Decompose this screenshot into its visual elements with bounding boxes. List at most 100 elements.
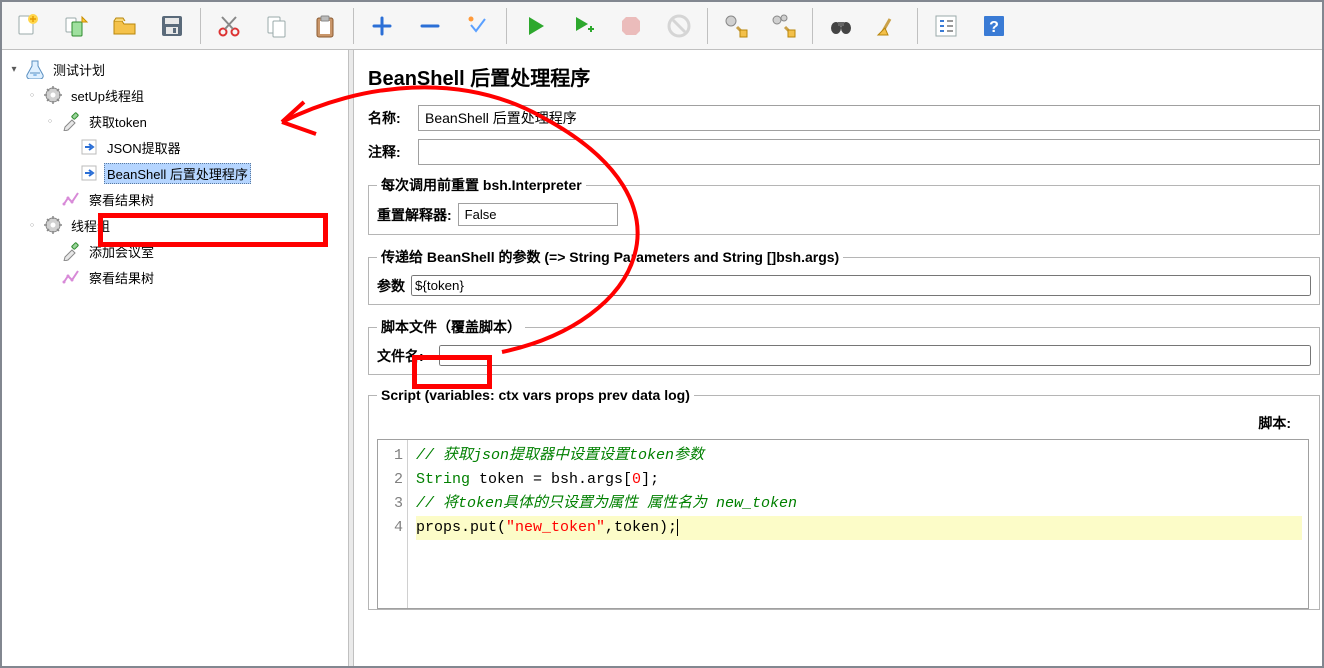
code-line[interactable]: // 将token具体的只设置为属性 属性名为 new_token <box>416 492 1302 516</box>
toolbar-separator <box>917 8 918 44</box>
editor-gutter: 1234 <box>378 440 408 608</box>
tree-toggle[interactable] <box>8 63 20 75</box>
editor-panel: BeanShell 后置处理程序 名称: 注释: 每次调用前重置 bsh.Int… <box>354 50 1322 666</box>
templates-icon <box>63 13 89 39</box>
gutter-line: 2 <box>378 468 403 492</box>
reset-interpreter-select[interactable]: False <box>458 203 618 226</box>
copy-icon <box>264 13 290 39</box>
toolbar-reset-search-button[interactable] <box>867 4 911 48</box>
tree-node-json-extractor[interactable]: JSON提取器 <box>60 134 348 160</box>
chart-icon <box>60 188 82 210</box>
comment-label: 注释: <box>368 142 418 162</box>
test-plan-tree[interactable]: 测试计划 setUp线程组 <box>2 56 348 290</box>
params-label: 参数 <box>377 276 405 296</box>
clipboard-icon <box>312 13 338 39</box>
play-plus-icon <box>570 13 596 39</box>
tree-node-setup-thread-group[interactable]: setUp线程组 <box>24 82 348 108</box>
comment-input[interactable] <box>418 139 1320 165</box>
chart-icon <box>60 266 82 288</box>
tree-panel: 测试计划 setUp线程组 <box>2 50 348 666</box>
script-file-input[interactable] <box>439 345 1311 366</box>
folder-open-icon <box>111 13 137 39</box>
toolbar-copy-button[interactable] <box>255 4 299 48</box>
reset-interpreter-fieldset: 每次调用前重置 bsh.Interpreter 重置解释器: False <box>368 175 1320 235</box>
toolbar-toggle-button[interactable] <box>456 4 500 48</box>
parameters-input[interactable] <box>411 275 1311 296</box>
code-line[interactable]: // 获取json提取器中设置设置token参数 <box>416 444 1302 468</box>
toolbar-help-button[interactable]: ? <box>972 4 1016 48</box>
toggle-icon <box>465 13 491 39</box>
toolbar-clear-all-button[interactable] <box>762 4 806 48</box>
toolbar-stop-button[interactable] <box>609 4 653 48</box>
code-line[interactable]: String token = bsh.args[0]; <box>416 468 1302 492</box>
tree-node-thread-group[interactable]: 线程组 <box>24 212 348 238</box>
arrow-doc-icon <box>78 136 100 158</box>
tree-node-view-results-2[interactable]: 察看结果树 <box>42 264 348 290</box>
arrow-doc-icon <box>78 162 100 184</box>
toolbar-templates-button[interactable] <box>54 4 98 48</box>
tree-node-test-plan[interactable]: 测试计划 <box>6 56 348 82</box>
toolbar-cut-button[interactable] <box>207 4 251 48</box>
app-window: ? 测试计划 <box>0 0 1324 668</box>
toolbar-separator <box>812 8 813 44</box>
toolbar-separator <box>353 8 354 44</box>
broom-gear-icon <box>723 13 749 39</box>
beaker-icon <box>24 58 46 80</box>
name-row: 名称: <box>368 105 1322 131</box>
list-icon <box>933 13 959 39</box>
tree-toggle[interactable] <box>44 115 56 127</box>
minus-icon <box>417 13 443 39</box>
script-file-fieldset: 脚本文件（覆盖脚本） 文件名: <box>368 317 1320 375</box>
tree-label: 获取token <box>86 111 150 132</box>
broom-gears-icon <box>771 13 797 39</box>
tree-label: JSON提取器 <box>104 137 184 158</box>
reset-legend: 每次调用前重置 bsh.Interpreter <box>377 175 586 195</box>
name-label: 名称: <box>368 108 418 128</box>
tree-label: 察看结果树 <box>86 189 157 210</box>
parameters-fieldset: 传递给 BeanShell 的参数 (=> String Parameters … <box>368 247 1320 305</box>
tree-label: 察看结果树 <box>86 267 157 288</box>
tree-node-add-meeting[interactable]: 添加会议室 <box>42 238 348 264</box>
toolbar-separator <box>506 8 507 44</box>
script-fieldset: Script (variables: ctx vars props prev d… <box>368 387 1320 610</box>
tree-label: setUp线程组 <box>68 85 147 106</box>
tree-toggle[interactable] <box>26 219 38 231</box>
toolbar-save-button[interactable] <box>150 4 194 48</box>
dropper-icon <box>60 240 82 262</box>
toolbar: ? <box>2 2 1322 50</box>
toolbar-collapse-button[interactable] <box>408 4 452 48</box>
toolbar-search-button[interactable] <box>819 4 863 48</box>
toolbar-run-button[interactable] <box>513 4 557 48</box>
script-label: 脚本: <box>377 411 1311 439</box>
toolbar-clear-button[interactable] <box>714 4 758 48</box>
toolbar-function-helper-button[interactable] <box>924 4 968 48</box>
toolbar-paste-button[interactable] <box>303 4 347 48</box>
cancel-icon <box>666 13 692 39</box>
toolbar-shutdown-button[interactable] <box>657 4 701 48</box>
panel-title: BeanShell 后置处理程序 <box>368 62 1322 91</box>
gutter-line: 4 <box>378 516 403 540</box>
script-editor[interactable]: 1234 // 获取json提取器中设置设置token参数String toke… <box>377 439 1309 609</box>
tree-node-view-results[interactable]: 察看结果树 <box>42 186 348 212</box>
toolbar-expand-button[interactable] <box>360 4 404 48</box>
toolbar-run-noclock-button[interactable] <box>561 4 605 48</box>
toolbar-new-button[interactable] <box>6 4 50 48</box>
tree-node-get-token[interactable]: 获取token <box>42 108 348 134</box>
document-new-icon <box>15 13 41 39</box>
code-line[interactable]: props.put("new_token",token); <box>416 516 1302 540</box>
tree-spacer <box>44 271 56 283</box>
file-legend: 脚本文件（覆盖脚本） <box>377 317 525 337</box>
tree-toggle[interactable] <box>26 89 38 101</box>
toolbar-open-button[interactable] <box>102 4 146 48</box>
name-input[interactable] <box>418 105 1320 131</box>
comment-row: 注释: <box>368 139 1322 165</box>
file-label: 文件名: <box>377 346 433 366</box>
tree-node-beanshell-postprocessor[interactable]: BeanShell 后置处理程序 <box>60 160 348 186</box>
gutter-line: 3 <box>378 492 403 516</box>
reset-label: 重置解释器: <box>377 205 452 225</box>
editor-lines[interactable]: // 获取json提取器中设置设置token参数String token = b… <box>408 440 1308 608</box>
svg-text:?: ? <box>989 19 999 36</box>
params-legend: 传递给 BeanShell 的参数 (=> String Parameters … <box>377 247 843 267</box>
gear-icon <box>42 84 64 106</box>
play-icon <box>522 13 548 39</box>
